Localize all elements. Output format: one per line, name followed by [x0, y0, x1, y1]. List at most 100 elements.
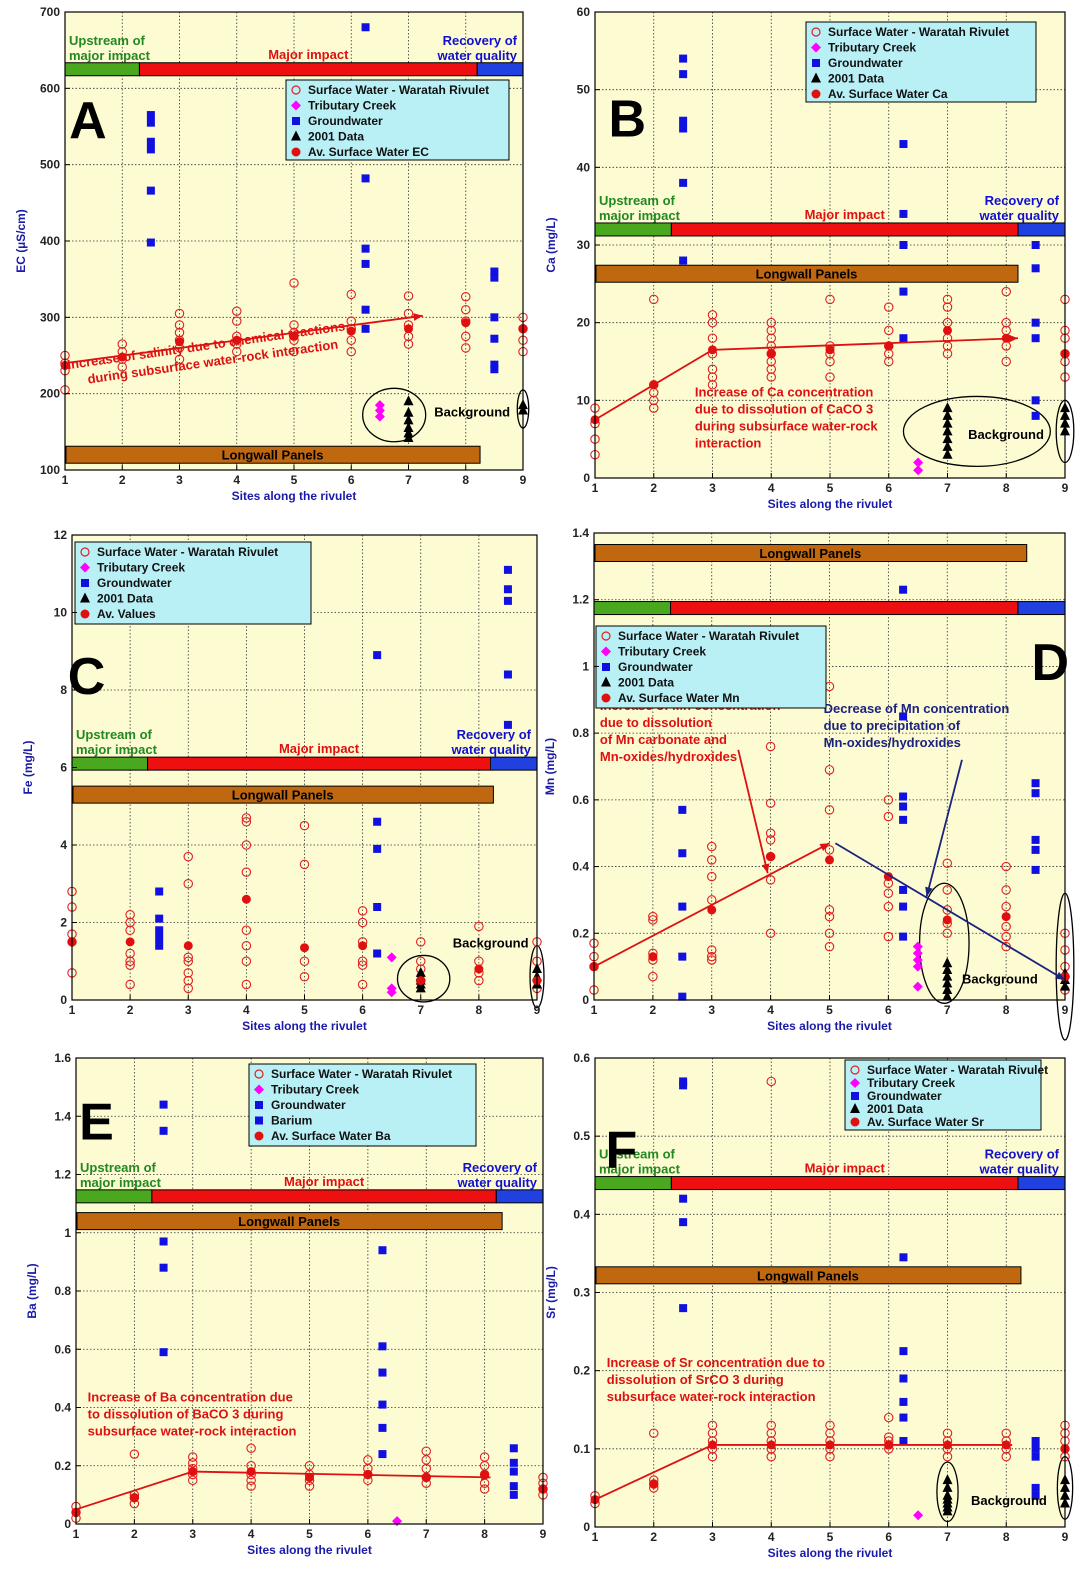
surface-water-point — [765, 828, 776, 838]
x-tick-label: 9 — [534, 1003, 541, 1017]
legend-average-marker — [601, 693, 611, 703]
y-tick-label: 700 — [40, 5, 60, 19]
surface-water-point — [460, 291, 471, 302]
average-point — [183, 941, 193, 951]
legend-label: Surface Water - Waratah Rivulet — [271, 1067, 452, 1081]
surface-water-point — [363, 1455, 373, 1465]
legend-tributary-marker — [850, 1078, 860, 1088]
y-tick-label: 0 — [64, 1517, 71, 1531]
tributary-point — [374, 411, 385, 422]
groundwater-point — [373, 903, 382, 911]
groundwater-point — [679, 124, 688, 133]
y-axis-title: Mn (mg/L) — [543, 738, 557, 795]
panel-letter: A — [69, 92, 107, 150]
y-tick-label: 1.4 — [54, 1109, 71, 1123]
legend-label: Av. Values — [97, 607, 156, 621]
surface-water-point — [766, 1076, 776, 1087]
y-tick-label: 0.4 — [54, 1401, 71, 1415]
groundwater-point — [490, 273, 499, 282]
surface-water-point — [129, 1449, 140, 1459]
x-tick-label: 6 — [365, 1527, 372, 1541]
groundwater-point — [899, 815, 908, 824]
x-tick-label: 2 — [650, 1003, 657, 1017]
legend: Surface Water - Waratah RivuletTributary… — [291, 83, 489, 159]
panel-D: Longwall PanelsIncrease of Mn concentrat… — [543, 526, 1075, 1041]
surface-water-point — [766, 333, 776, 343]
groundwater-point — [378, 1246, 387, 1255]
surface-water-point — [824, 911, 835, 922]
surface-water-point — [403, 291, 414, 301]
legend-label: Av. Surface Water Mn — [618, 691, 740, 705]
surface-water-point — [241, 925, 252, 935]
longwall-panels-label: Longwall Panels — [222, 448, 324, 463]
surface-water-point — [648, 403, 659, 413]
groundwater-point — [1031, 241, 1040, 249]
data-2001-point — [942, 1481, 953, 1492]
groundwater-point — [490, 365, 499, 374]
groundwater-point — [899, 1374, 908, 1383]
x-tick-label: 7 — [944, 1003, 951, 1017]
background-ellipse — [936, 1461, 959, 1523]
legend-label: Surface Water - Waratah Rivulet — [828, 25, 1009, 39]
major-impact-bar — [670, 222, 1019, 237]
longwall-panels-label: Longwall Panels — [232, 788, 334, 803]
y-tick-label: 40 — [577, 160, 591, 174]
annotation-line: due to dissolution of CaCO 3 — [695, 401, 873, 416]
legend-average-marker — [80, 609, 90, 619]
surface-water-point — [825, 1428, 835, 1438]
major-impact-label: Major impact — [805, 207, 886, 222]
groundwater-point — [361, 174, 370, 183]
upstream-label: Upstream of — [69, 33, 146, 48]
groundwater-point — [899, 792, 908, 801]
surface-water-point — [174, 327, 185, 338]
legend-label: Groundwater — [618, 660, 693, 674]
x-tick-label: 2 — [119, 473, 126, 487]
x-axis-title: Sites along the rivulet — [767, 1019, 892, 1033]
x-tick-label: 3 — [176, 473, 183, 487]
legend-barium-marker — [255, 1116, 263, 1125]
trend-arrow-head — [481, 1473, 491, 1482]
surface-water-point — [942, 905, 952, 915]
groundwater-point — [1031, 1444, 1040, 1453]
y-tick-label: 0.8 — [54, 1284, 71, 1298]
x-tick-label: 5 — [826, 1003, 833, 1017]
average-point — [358, 941, 368, 951]
x-tick-label: 5 — [291, 473, 298, 487]
average-point — [825, 345, 835, 355]
panel-letter: E — [79, 1094, 114, 1152]
surface-water-point — [824, 765, 835, 775]
surface-water-point — [942, 858, 952, 868]
surface-water-point — [883, 931, 894, 942]
average-point — [474, 964, 484, 974]
data-2001-point — [942, 977, 953, 988]
surface-water-point — [765, 798, 776, 808]
legend-label: Tributary Creek — [828, 41, 916, 55]
legend-label: Av. Surface Water EC — [308, 145, 429, 159]
groundwater-point — [378, 1368, 387, 1377]
surface-water-point — [942, 1451, 953, 1462]
legend: Surface Water - Waratah RivuletTributary… — [850, 1063, 1048, 1129]
groundwater-point — [1031, 845, 1040, 854]
groundwater-point — [678, 992, 687, 1001]
surface-water-point — [942, 928, 952, 939]
y-tick-label: 0 — [582, 993, 589, 1007]
surface-water-point — [648, 395, 659, 406]
trend-arrow-head — [1002, 1441, 1013, 1449]
x-tick-label: 5 — [827, 1530, 834, 1544]
groundwater-point — [679, 1304, 688, 1313]
y-tick-label: 8 — [60, 683, 67, 697]
legend-surface-marker — [811, 27, 821, 37]
legend-surface-marker — [601, 631, 611, 641]
x-tick-label: 4 — [233, 473, 240, 487]
groundwater-point — [373, 844, 382, 853]
surface-water-point — [241, 867, 252, 877]
y-tick-label: 0 — [60, 993, 67, 1007]
groundwater-point — [361, 259, 370, 268]
legend-average-marker — [291, 147, 301, 157]
x-tick-label: 7 — [405, 473, 412, 487]
surface-water-point — [883, 901, 894, 912]
average-point — [416, 976, 426, 986]
groundwater-point — [509, 1458, 518, 1467]
surface-water-point — [825, 1420, 835, 1431]
legend-average-marker — [254, 1131, 264, 1141]
